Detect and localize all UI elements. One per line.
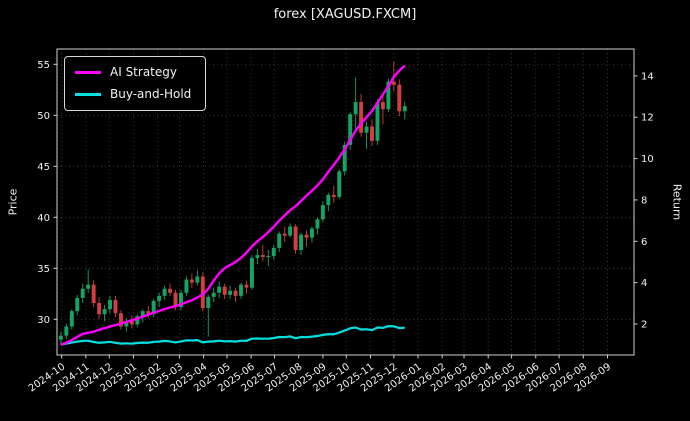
candle-body (337, 171, 342, 197)
price-tick-label: 35 (37, 264, 50, 275)
candle-body (233, 290, 238, 296)
candle-body (342, 144, 347, 172)
candle-body (113, 299, 118, 314)
candle-body (386, 81, 391, 110)
candle-body (375, 102, 380, 141)
candle-body (282, 233, 287, 236)
candle-body (331, 194, 336, 197)
candle-body (129, 321, 134, 325)
candle-body (91, 284, 96, 303)
candle-body (97, 302, 102, 315)
candle-body (320, 205, 325, 220)
buy-and-hold-line-swatch (75, 92, 101, 96)
candle-body (326, 194, 331, 206)
candle-body (69, 311, 74, 327)
candle-body (189, 279, 194, 283)
buy-and-hold-line (60, 325, 405, 346)
candle-body (86, 284, 91, 289)
candle-body (151, 300, 156, 315)
price-tick-label: 50 (37, 111, 50, 122)
candle-body (206, 296, 211, 309)
legend-label-ai-strategy: AI Strategy (110, 65, 177, 79)
candle-body (239, 284, 243, 296)
price-tick-label: 40 (37, 213, 50, 224)
candle-body (353, 102, 358, 115)
candle-body (108, 299, 112, 310)
candle-body (102, 309, 107, 315)
candle-body (80, 288, 85, 298)
return-tick-label: 8 (641, 195, 647, 206)
candle-body (184, 279, 189, 293)
legend: AI Strategy Buy-and-Hold (64, 56, 207, 111)
candle-body (397, 84, 402, 112)
candle-body (244, 284, 249, 288)
candle-body (222, 286, 227, 295)
ai-strategy-line (60, 64, 406, 346)
plot-border (56, 48, 635, 356)
candle-body (271, 247, 276, 257)
candle-body (299, 234, 304, 250)
return-tick-label: 12 (641, 113, 654, 124)
candle-body (359, 102, 364, 133)
chart-title: forex [XAGUSD.FXCM] (273, 7, 417, 22)
legend-item-buy-and-hold: Buy-and-Hold (75, 87, 191, 101)
candle-body (135, 316, 140, 325)
candle-body (146, 311, 151, 315)
candle-body (277, 233, 282, 248)
candle-body (157, 295, 162, 301)
candle-body (179, 292, 183, 308)
candle-body (260, 255, 265, 258)
candle-body (370, 126, 374, 141)
price-tick-label: 45 (37, 162, 50, 173)
return-tick-label: 6 (641, 237, 647, 248)
candle-body (217, 286, 222, 293)
candle-body (195, 276, 200, 283)
candle-body (288, 226, 293, 236)
candle-body (168, 288, 173, 293)
candle-body (64, 326, 69, 336)
candle-body (255, 255, 260, 259)
candle-body (58, 335, 63, 340)
candle-body (315, 219, 320, 229)
candle-body (140, 311, 145, 317)
candle-body (124, 321, 129, 327)
price-tick-label: 55 (37, 60, 50, 71)
candle-body (304, 234, 309, 238)
candle-body (293, 226, 298, 250)
candle-body (75, 297, 80, 312)
candle-body (266, 256, 271, 258)
candle-body (200, 276, 205, 309)
candle-body (402, 106, 407, 112)
candle-body (364, 126, 369, 133)
price-axis-label: Price (6, 188, 20, 216)
candle-body (249, 258, 254, 288)
candle-body (211, 292, 216, 297)
candle-body (348, 114, 353, 145)
candle-body (228, 290, 233, 295)
price-tick-label: 30 (37, 315, 50, 326)
candle-body (310, 228, 314, 238)
legend-item-ai-strategy: AI Strategy (75, 65, 191, 79)
return-tick-label: 2 (641, 319, 647, 330)
return-tick-label: 10 (641, 154, 654, 165)
candle-body (118, 313, 123, 327)
ai-strategy-line-swatch (75, 70, 101, 74)
candle-body (380, 102, 385, 110)
candle-body (391, 81, 396, 85)
candle-body (173, 292, 178, 308)
return-tick-label: 14 (641, 71, 654, 82)
return-tick-label: 4 (641, 278, 647, 289)
legend-label-buy-and-hold: Buy-and-Hold (110, 87, 192, 101)
return-axis-label: Return (670, 183, 684, 221)
candle-body (162, 288, 167, 296)
